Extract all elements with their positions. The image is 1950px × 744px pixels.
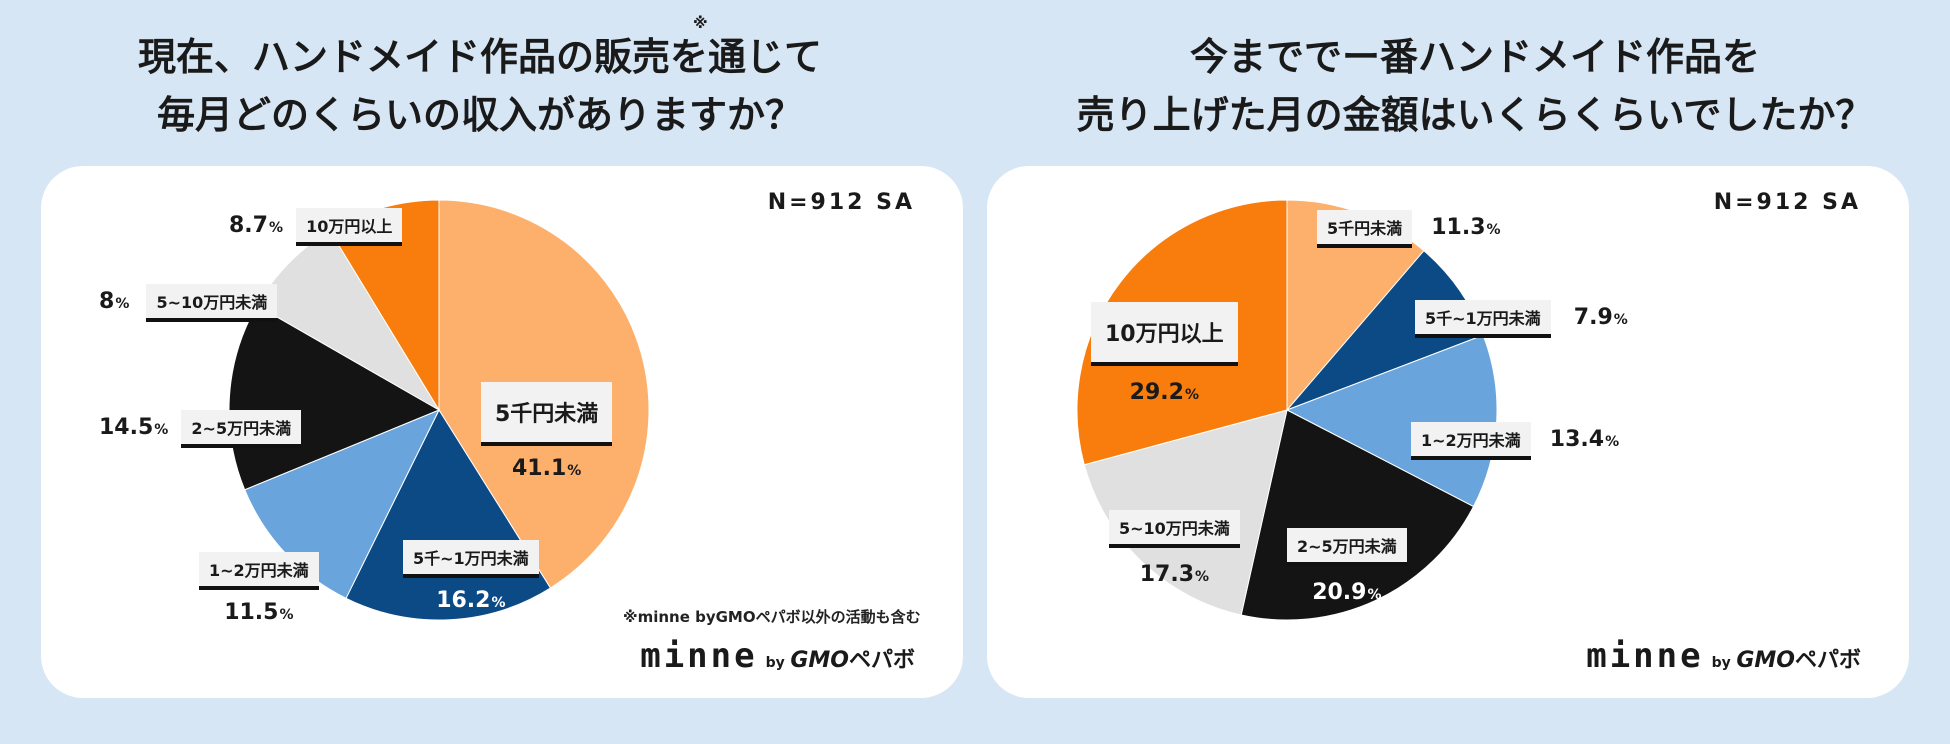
footnote: ※minne byGMOペパボ以外の活動も含む [623, 608, 921, 626]
title-line: 毎月どのくらいの収入がありますか？ [156, 93, 803, 137]
slice-label-under5k: 5千円未満 41.1% [481, 382, 613, 481]
slice-label-over100k: 10万円以上 29.2% [1091, 302, 1238, 405]
slice-label-20k-50k: 2~5万円未満 20.9% [1287, 528, 1407, 605]
category-tag: 5千~1万円未満 [403, 540, 539, 578]
slice-value: 14.5% [99, 415, 169, 440]
minne-logo: minne by GMOペパボ [1586, 636, 1861, 676]
slice-label-under5k: 5千円未満 11.3% [1317, 210, 1501, 248]
minne-logo: minne by GMOペパボ [640, 636, 915, 676]
sample-size-label: N=912 SA [767, 190, 915, 215]
category-tag: 5千円未満 [481, 382, 613, 446]
slice-label-over100k: 8.7% 10万円以上 [229, 208, 403, 246]
slice-value: 41.1% [512, 456, 582, 481]
slice-value: 16.2% [436, 588, 506, 613]
footnote-marker: ※ [693, 14, 708, 32]
slice-label-10k-20k: 1~2万円未満 11.5% [199, 552, 319, 625]
slice-label-50k-100k: 5~10万円未満 17.3% [1109, 510, 1240, 587]
chart-card-income: N=912 SA 5千円未満 41.1% 5千~1万円未満 16.2% 1~2万… [41, 166, 963, 698]
category-tag: 5千円未満 [1317, 210, 1413, 248]
slice-label-10k-20k: 1~2万円未満 13.4% [1411, 422, 1619, 460]
slice-label-50k-100k: 8% 5~10万円未満 [99, 284, 278, 322]
chart-title-income: 現在、ハンドメイド作品の販売を通じて 毎月どのくらいの収入がありますか？ [0, 28, 960, 144]
pie-slice-3 [1285, 334, 1498, 508]
chart-title-best-month: 今まででー番ハンドメイド作品を 売り上げた月の金額はいくらくらいでしたか？ [995, 28, 1950, 144]
slice-label-20k-50k: 14.5% 2~5万円未満 [99, 410, 302, 448]
category-tag: 2~5万円未満 [1287, 528, 1407, 566]
category-tag: 5~10万円未満 [146, 284, 278, 322]
slice-value: 7.9% [1573, 305, 1628, 330]
category-tag: 5千~1万円未満 [1415, 300, 1551, 338]
title-line: 現在、ハンドメイド作品の販売を通じて [137, 35, 822, 79]
slice-value: 13.4% [1549, 427, 1620, 452]
category-tag: 10万円以上 [1091, 302, 1238, 366]
category-tag: 5~10万円未満 [1109, 510, 1240, 548]
slice-value: 29.2% [1129, 380, 1199, 405]
title-line: 今まででー番ハンドメイド作品を [1189, 35, 1760, 79]
slice-value: 11.5% [224, 600, 294, 625]
category-tag: 2~5万円未満 [181, 410, 302, 448]
slice-value: 8.7% [229, 213, 284, 238]
slice-value: 8% [99, 289, 130, 314]
category-tag: 10万円以上 [296, 208, 403, 246]
chart-card-best-month: N=912 SA 5千円未満 11.3% 5千~1万円未満 7.9% 1~2万円… [987, 166, 1909, 698]
sample-size-label: N=912 SA [1713, 190, 1861, 215]
slice-value: 20.9% [1312, 580, 1382, 605]
title-line: 売り上げた月の金額はいくらくらいでしたか？ [1076, 93, 1874, 137]
slice-value: 11.3% [1431, 215, 1501, 240]
slice-label-5k-10k: 5千~1万円未満 7.9% [1415, 300, 1628, 338]
slice-label-5k-10k: 5千~1万円未満 16.2% [403, 540, 539, 613]
pie-slice-4 [1240, 409, 1475, 621]
category-tag: 1~2万円未満 [199, 552, 319, 590]
slice-value: 17.3% [1139, 562, 1210, 587]
category-tag: 1~2万円未満 [1411, 422, 1531, 460]
